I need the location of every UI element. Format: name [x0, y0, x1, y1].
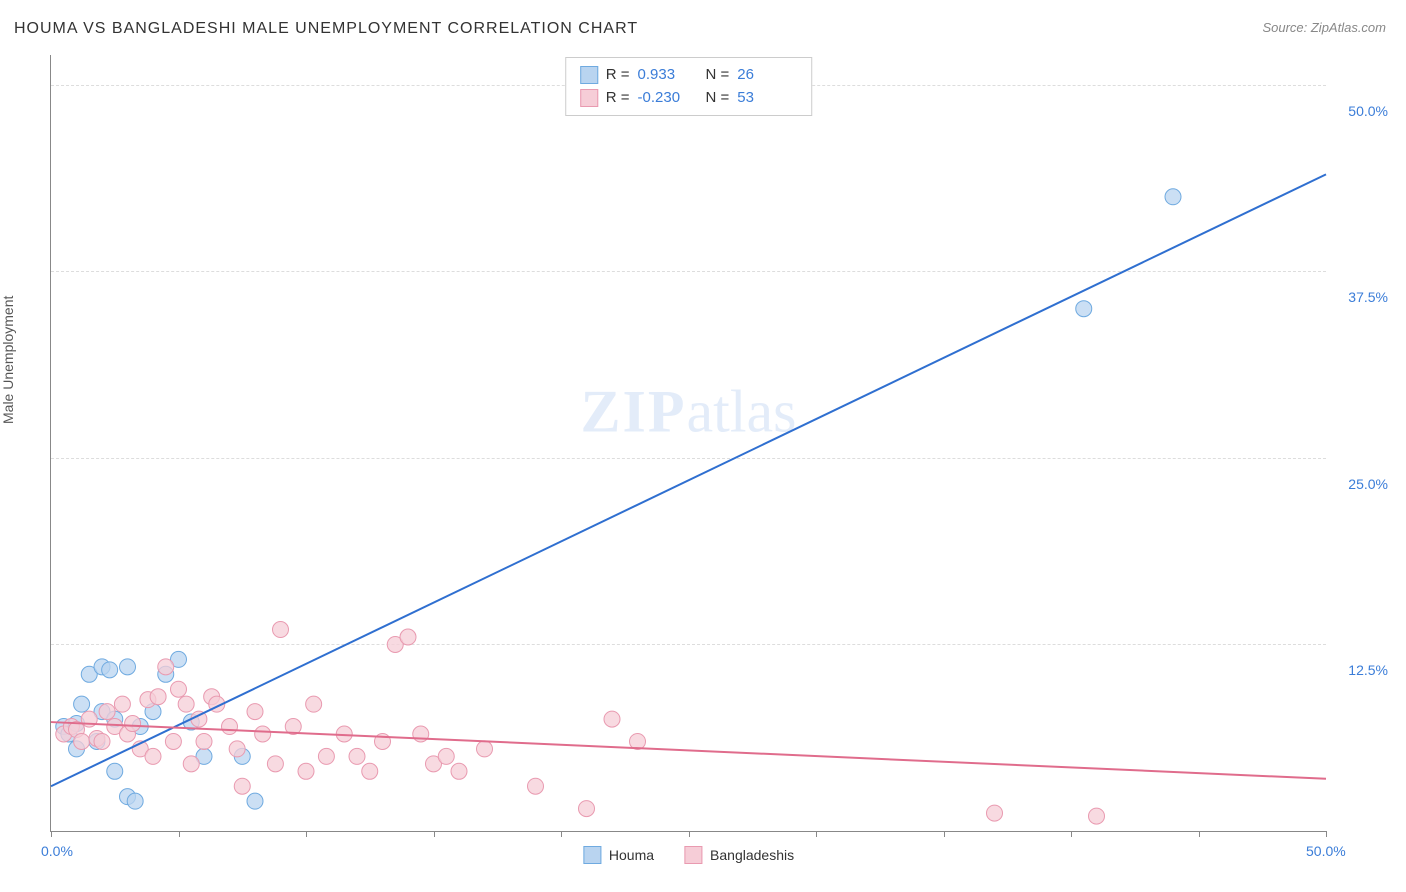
y-tick-label: 37.5%: [1348, 289, 1388, 305]
data-point: [171, 681, 187, 697]
data-point: [438, 748, 454, 764]
r-value: -0.230: [638, 87, 698, 110]
legend-label: Houma: [609, 847, 654, 863]
x-tick-label: 0.0%: [41, 843, 73, 859]
legend-swatch: [580, 66, 598, 84]
x-tick: [179, 831, 180, 837]
stats-row: R = 0.933 N = 26: [580, 64, 798, 87]
r-label: R =: [606, 64, 630, 87]
data-point: [229, 741, 245, 757]
data-point: [183, 756, 199, 772]
source-name: ZipAtlas.com: [1311, 20, 1386, 35]
data-point: [120, 659, 136, 675]
data-point: [349, 748, 365, 764]
legend-swatch: [684, 846, 702, 864]
x-tick: [816, 831, 817, 837]
data-point: [150, 689, 166, 705]
data-point: [273, 622, 289, 638]
data-point: [178, 696, 194, 712]
n-value: 26: [737, 64, 797, 87]
data-point: [165, 733, 181, 749]
y-tick-label: 12.5%: [1348, 662, 1388, 678]
chart-title: HOUMA VS BANGLADESHI MALE UNEMPLOYMENT C…: [14, 20, 638, 38]
data-point: [196, 733, 212, 749]
x-tick: [434, 831, 435, 837]
data-point: [1165, 189, 1181, 205]
source-prefix: Source:: [1262, 20, 1310, 35]
x-tick: [1199, 831, 1200, 837]
legend-label: Bangladeshis: [710, 847, 794, 863]
data-point: [255, 726, 271, 742]
data-point: [579, 801, 595, 817]
data-point: [477, 741, 493, 757]
n-label: N =: [706, 87, 730, 110]
data-point: [145, 748, 161, 764]
x-tick: [1326, 831, 1327, 837]
data-point: [1076, 301, 1092, 317]
y-tick-label: 50.0%: [1348, 103, 1388, 119]
y-tick-label: 25.0%: [1348, 476, 1388, 492]
legend-item: Bangladeshis: [684, 846, 794, 864]
data-point: [318, 748, 334, 764]
data-point: [267, 756, 283, 772]
x-tick: [561, 831, 562, 837]
data-point: [400, 629, 416, 645]
data-point: [234, 778, 250, 794]
data-point: [604, 711, 620, 727]
data-point: [247, 704, 263, 720]
n-value: 53: [737, 87, 797, 110]
stats-row: R = -0.230 N = 53: [580, 87, 798, 110]
data-point: [107, 763, 123, 779]
data-point: [74, 733, 90, 749]
data-point: [247, 793, 263, 809]
source-attribution: Source: ZipAtlas.com: [1262, 20, 1386, 35]
x-tick: [689, 831, 690, 837]
regression-line: [51, 174, 1326, 786]
data-point: [362, 763, 378, 779]
data-point: [94, 733, 110, 749]
data-point: [1089, 808, 1105, 824]
data-point: [158, 659, 174, 675]
bottom-legend: Houma Bangladeshis: [583, 846, 794, 864]
data-point: [102, 662, 118, 678]
y-axis-label: Male Unemployment: [0, 296, 16, 424]
chart-svg: [51, 55, 1326, 831]
legend-swatch: [583, 846, 601, 864]
x-tick-label: 50.0%: [1306, 843, 1346, 859]
n-label: N =: [706, 64, 730, 87]
data-point: [74, 696, 90, 712]
r-value: 0.933: [638, 64, 698, 87]
legend-item: Houma: [583, 846, 654, 864]
legend-swatch: [580, 89, 598, 107]
stats-legend: R = 0.933 N = 26 R = -0.230 N = 53: [565, 57, 813, 116]
data-point: [99, 704, 115, 720]
x-tick: [944, 831, 945, 837]
data-point: [114, 696, 130, 712]
data-point: [125, 716, 141, 732]
data-point: [127, 793, 143, 809]
data-point: [306, 696, 322, 712]
data-point: [298, 763, 314, 779]
x-tick: [1071, 831, 1072, 837]
data-point: [451, 763, 467, 779]
data-point: [222, 719, 238, 735]
r-label: R =: [606, 87, 630, 110]
data-point: [528, 778, 544, 794]
x-tick: [51, 831, 52, 837]
data-point: [987, 805, 1003, 821]
x-tick: [306, 831, 307, 837]
plot-area: ZIPatlas 12.5%25.0%37.5%50.0% 0.0%50.0% …: [50, 55, 1326, 832]
